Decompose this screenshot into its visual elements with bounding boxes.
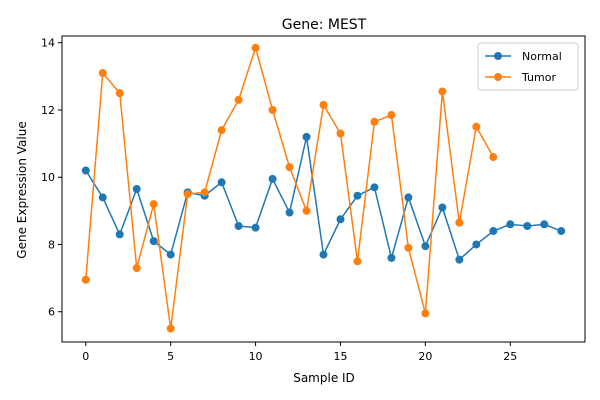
data-point-normal — [506, 220, 515, 229]
data-point-tumor — [404, 243, 413, 252]
y-tick-label: 6 — [48, 306, 55, 319]
data-point-normal — [268, 174, 277, 183]
data-point-normal — [98, 193, 107, 202]
legend-marker-tumor — [494, 73, 502, 81]
y-tick-label: 12 — [41, 104, 55, 117]
data-point-normal — [540, 220, 549, 229]
legend-label-normal: Normal — [522, 50, 562, 63]
data-point-normal — [234, 221, 243, 230]
axes-frame — [61, 35, 586, 343]
data-point-normal — [370, 183, 379, 192]
data-point-tumor — [268, 105, 277, 114]
x-axis: 0 5 10 15 20 25 — [82, 342, 517, 363]
legend-marker-normal — [494, 52, 502, 60]
data-point-tumor — [285, 163, 294, 172]
series-tumor — [81, 43, 498, 333]
data-point-normal — [557, 227, 566, 236]
x-tick-label: 15 — [333, 350, 347, 363]
data-point-tumor — [472, 122, 481, 131]
x-tick-label: 10 — [249, 350, 263, 363]
data-point-normal — [472, 240, 481, 249]
data-point-normal — [149, 237, 158, 246]
data-point-normal — [166, 250, 175, 259]
data-point-normal — [404, 193, 413, 202]
data-point-tumor — [438, 87, 447, 96]
x-tick-label: 5 — [167, 350, 174, 363]
data-point-tumor — [200, 188, 209, 197]
data-point-tumor — [115, 89, 124, 98]
data-point-tumor — [370, 117, 379, 126]
data-point-normal — [353, 191, 362, 200]
y-tick-label: 14 — [41, 37, 55, 50]
data-point-tumor — [81, 275, 90, 284]
series-normal — [81, 132, 566, 264]
data-point-normal — [81, 166, 90, 175]
data-point-tumor — [166, 324, 175, 333]
data-point-tumor — [183, 190, 192, 199]
data-point-tumor — [98, 68, 107, 77]
data-point-normal — [387, 253, 396, 262]
data-point-normal — [302, 132, 311, 141]
x-axis-label: Sample ID — [293, 371, 355, 385]
data-point-normal — [455, 255, 464, 264]
y-axis: 6 8 10 12 14 — [41, 37, 62, 319]
data-point-tumor — [387, 111, 396, 120]
data-point-tumor — [336, 129, 345, 138]
data-point-normal — [217, 178, 226, 187]
legend-label-tumor: Tumor — [521, 71, 556, 84]
x-tick-label: 0 — [82, 350, 89, 363]
data-point-tumor — [319, 100, 328, 109]
data-point-normal — [115, 230, 124, 239]
data-point-tumor — [217, 126, 226, 135]
data-point-normal — [319, 250, 328, 259]
data-point-tumor — [149, 200, 158, 209]
data-point-tumor — [353, 257, 362, 266]
data-point-tumor — [251, 43, 260, 52]
data-point-tumor — [234, 95, 243, 104]
y-tick-label: 10 — [41, 171, 55, 184]
x-tick-label: 20 — [418, 350, 432, 363]
data-point-tumor — [132, 264, 141, 273]
data-point-normal — [132, 185, 141, 193]
data-point-tumor — [489, 153, 498, 162]
legend-item-normal: Normal — [485, 50, 562, 63]
data-point-tumor — [421, 309, 430, 318]
legend-item-tumor: Tumor — [485, 71, 556, 84]
y-axis-label: Gene Expression Value — [15, 121, 29, 258]
data-point-tumor — [455, 218, 464, 227]
data-point-normal — [251, 223, 260, 232]
data-point-tumor — [302, 206, 311, 215]
y-tick-label: 8 — [48, 238, 55, 251]
data-point-normal — [421, 242, 430, 251]
plot-area — [81, 43, 566, 333]
chart-title: Gene: MEST — [282, 17, 367, 33]
data-point-normal — [489, 227, 498, 236]
data-point-normal — [438, 203, 447, 212]
x-tick-label: 25 — [503, 350, 517, 363]
data-point-normal — [336, 215, 345, 224]
legend: Normal Tumor — [477, 42, 579, 91]
legend-box — [477, 42, 579, 91]
data-point-normal — [523, 221, 532, 230]
data-point-normal — [285, 208, 294, 217]
